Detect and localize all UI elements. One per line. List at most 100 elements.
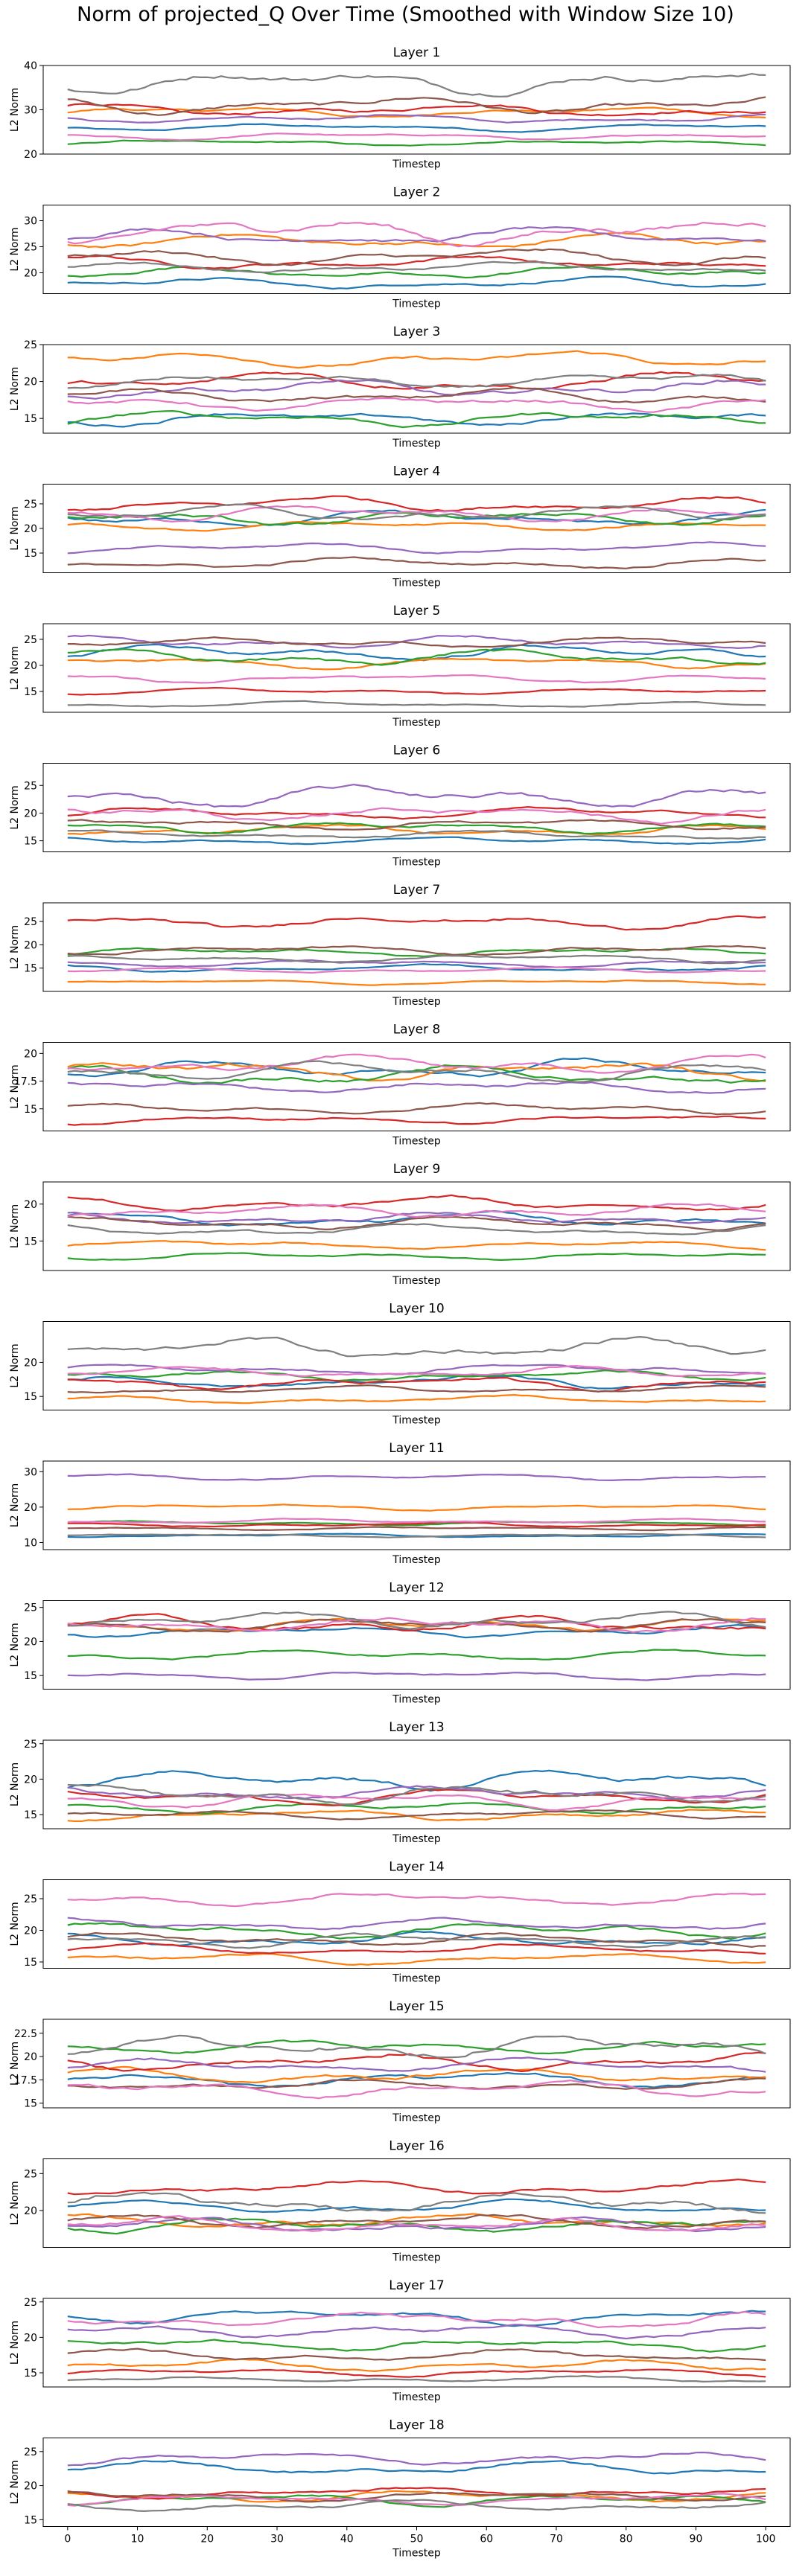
panel-title: Layer 18 <box>389 2418 444 2433</box>
series-line <box>67 822 766 835</box>
series-line <box>67 1211 766 1224</box>
y-tick-label: 20 <box>24 1048 37 1060</box>
y-axis-label: L2 Norm <box>9 1204 21 1248</box>
series-line <box>67 123 766 133</box>
series-line <box>67 643 766 662</box>
series-line <box>67 1521 766 1528</box>
series-line <box>67 265 766 279</box>
x-axis-label: Timestep <box>392 578 441 589</box>
series-line <box>67 495 766 512</box>
y-axis-label: L2 Norm <box>9 88 21 132</box>
series-line <box>67 1062 766 1082</box>
x-axis-label: Timestep <box>392 1136 441 1148</box>
series-line <box>67 2494 766 2508</box>
x-axis-label: Timestep <box>392 2252 441 2264</box>
plot-frame <box>42 344 791 434</box>
panel-title: Layer 10 <box>389 1302 444 1317</box>
plot-frame <box>42 2298 791 2388</box>
series-line <box>67 1618 766 1633</box>
series-line <box>67 2191 766 2214</box>
plot-frame <box>42 2019 791 2109</box>
series-line <box>67 1672 766 1681</box>
series-line <box>67 1611 766 1630</box>
y-tick-label: 25 <box>24 339 37 351</box>
series-line <box>67 2056 766 2073</box>
series-line <box>67 231 766 249</box>
panel-title: Layer 2 <box>393 185 441 200</box>
y-tick-label: 20 <box>24 2205 37 2217</box>
x-tick-label: 100 <box>756 2534 776 2545</box>
panel-title: Layer 12 <box>389 1581 444 1596</box>
series-line <box>67 255 766 269</box>
series-line <box>67 1369 766 1382</box>
series-line <box>67 2324 766 2340</box>
y-tick-label: 15 <box>24 686 37 698</box>
series-line <box>67 1102 766 1116</box>
series-line <box>67 1930 766 1946</box>
series-line <box>67 2198 766 2214</box>
panel-title: Layer 1 <box>393 45 441 60</box>
series-line <box>67 1335 766 1358</box>
x-axis-label: Timestep <box>392 1415 441 1427</box>
series-line <box>67 2077 766 2090</box>
y-axis-label: L2 Norm <box>9 1064 21 1108</box>
series-line <box>67 686 766 696</box>
plot-frame <box>42 1600 791 1690</box>
plot-frame <box>42 902 791 992</box>
panel-title: Layer 6 <box>393 744 441 758</box>
y-tick-label: 25 <box>24 1602 37 1614</box>
y-axis-label: L2 Norm <box>9 1623 21 1666</box>
x-tick-label: 10 <box>131 2534 144 2545</box>
panel-title: Layer 16 <box>389 2139 444 2154</box>
series-line <box>67 1809 766 1822</box>
series-line <box>67 2065 766 2084</box>
panel-title: Layer 13 <box>389 1720 444 1735</box>
series-line <box>67 1613 766 1631</box>
y-axis-label: L2 Norm <box>9 2460 21 2504</box>
series-line <box>67 1649 766 1661</box>
y-tick-label: 20 <box>24 2481 37 2493</box>
series-line <box>67 674 766 684</box>
series-line <box>67 1203 766 1218</box>
y-tick-label: 30 <box>24 105 37 117</box>
series-line <box>67 1783 766 1806</box>
series-line <box>67 1932 766 1949</box>
series-line <box>67 397 766 413</box>
plot-frame <box>42 763 791 852</box>
y-tick-label: 15 <box>24 836 37 848</box>
y-tick-label: 15 <box>24 548 37 560</box>
series-line <box>67 72 766 98</box>
series-line <box>67 113 766 124</box>
y-tick-label: 25 <box>24 780 37 792</box>
panel-title: Layer 3 <box>393 325 441 339</box>
plot-frame <box>42 1739 791 1829</box>
series-line <box>67 261 766 274</box>
panel-title: Layer 14 <box>389 1860 444 1875</box>
panel-title: Layer 7 <box>393 883 441 898</box>
y-tick-label: 25 <box>24 499 37 511</box>
y-axis-label: L2 Norm <box>9 2042 21 2086</box>
series-line <box>67 1194 766 1212</box>
x-tick-label: 60 <box>480 2534 493 2545</box>
series-line <box>67 96 766 116</box>
series-line <box>67 2079 766 2100</box>
series-line <box>67 1952 766 1966</box>
series-line <box>67 1053 766 1074</box>
x-axis-label: Timestep <box>392 298 441 310</box>
y-tick-label: 25 <box>24 1893 37 1905</box>
series-line <box>67 386 766 403</box>
x-tick-label: 40 <box>340 2534 354 2545</box>
y-axis-label: L2 Norm <box>9 506 21 550</box>
series-line <box>67 2493 766 2507</box>
y-axis-label: L2 Norm <box>9 785 21 829</box>
series-line <box>67 541 766 554</box>
panel-title: Layer 9 <box>393 1162 441 1177</box>
x-axis-label: Timestep <box>392 2548 441 2560</box>
plot-frame <box>42 1460 791 1550</box>
y-axis-label: L2 Norm <box>9 2181 21 2225</box>
x-tick-label: 80 <box>620 2534 633 2545</box>
x-tick-label: 50 <box>410 2534 424 2545</box>
y-tick-label: 15 <box>24 2368 37 2380</box>
y-tick-label: 25 <box>24 2446 37 2458</box>
series-line <box>67 556 766 569</box>
